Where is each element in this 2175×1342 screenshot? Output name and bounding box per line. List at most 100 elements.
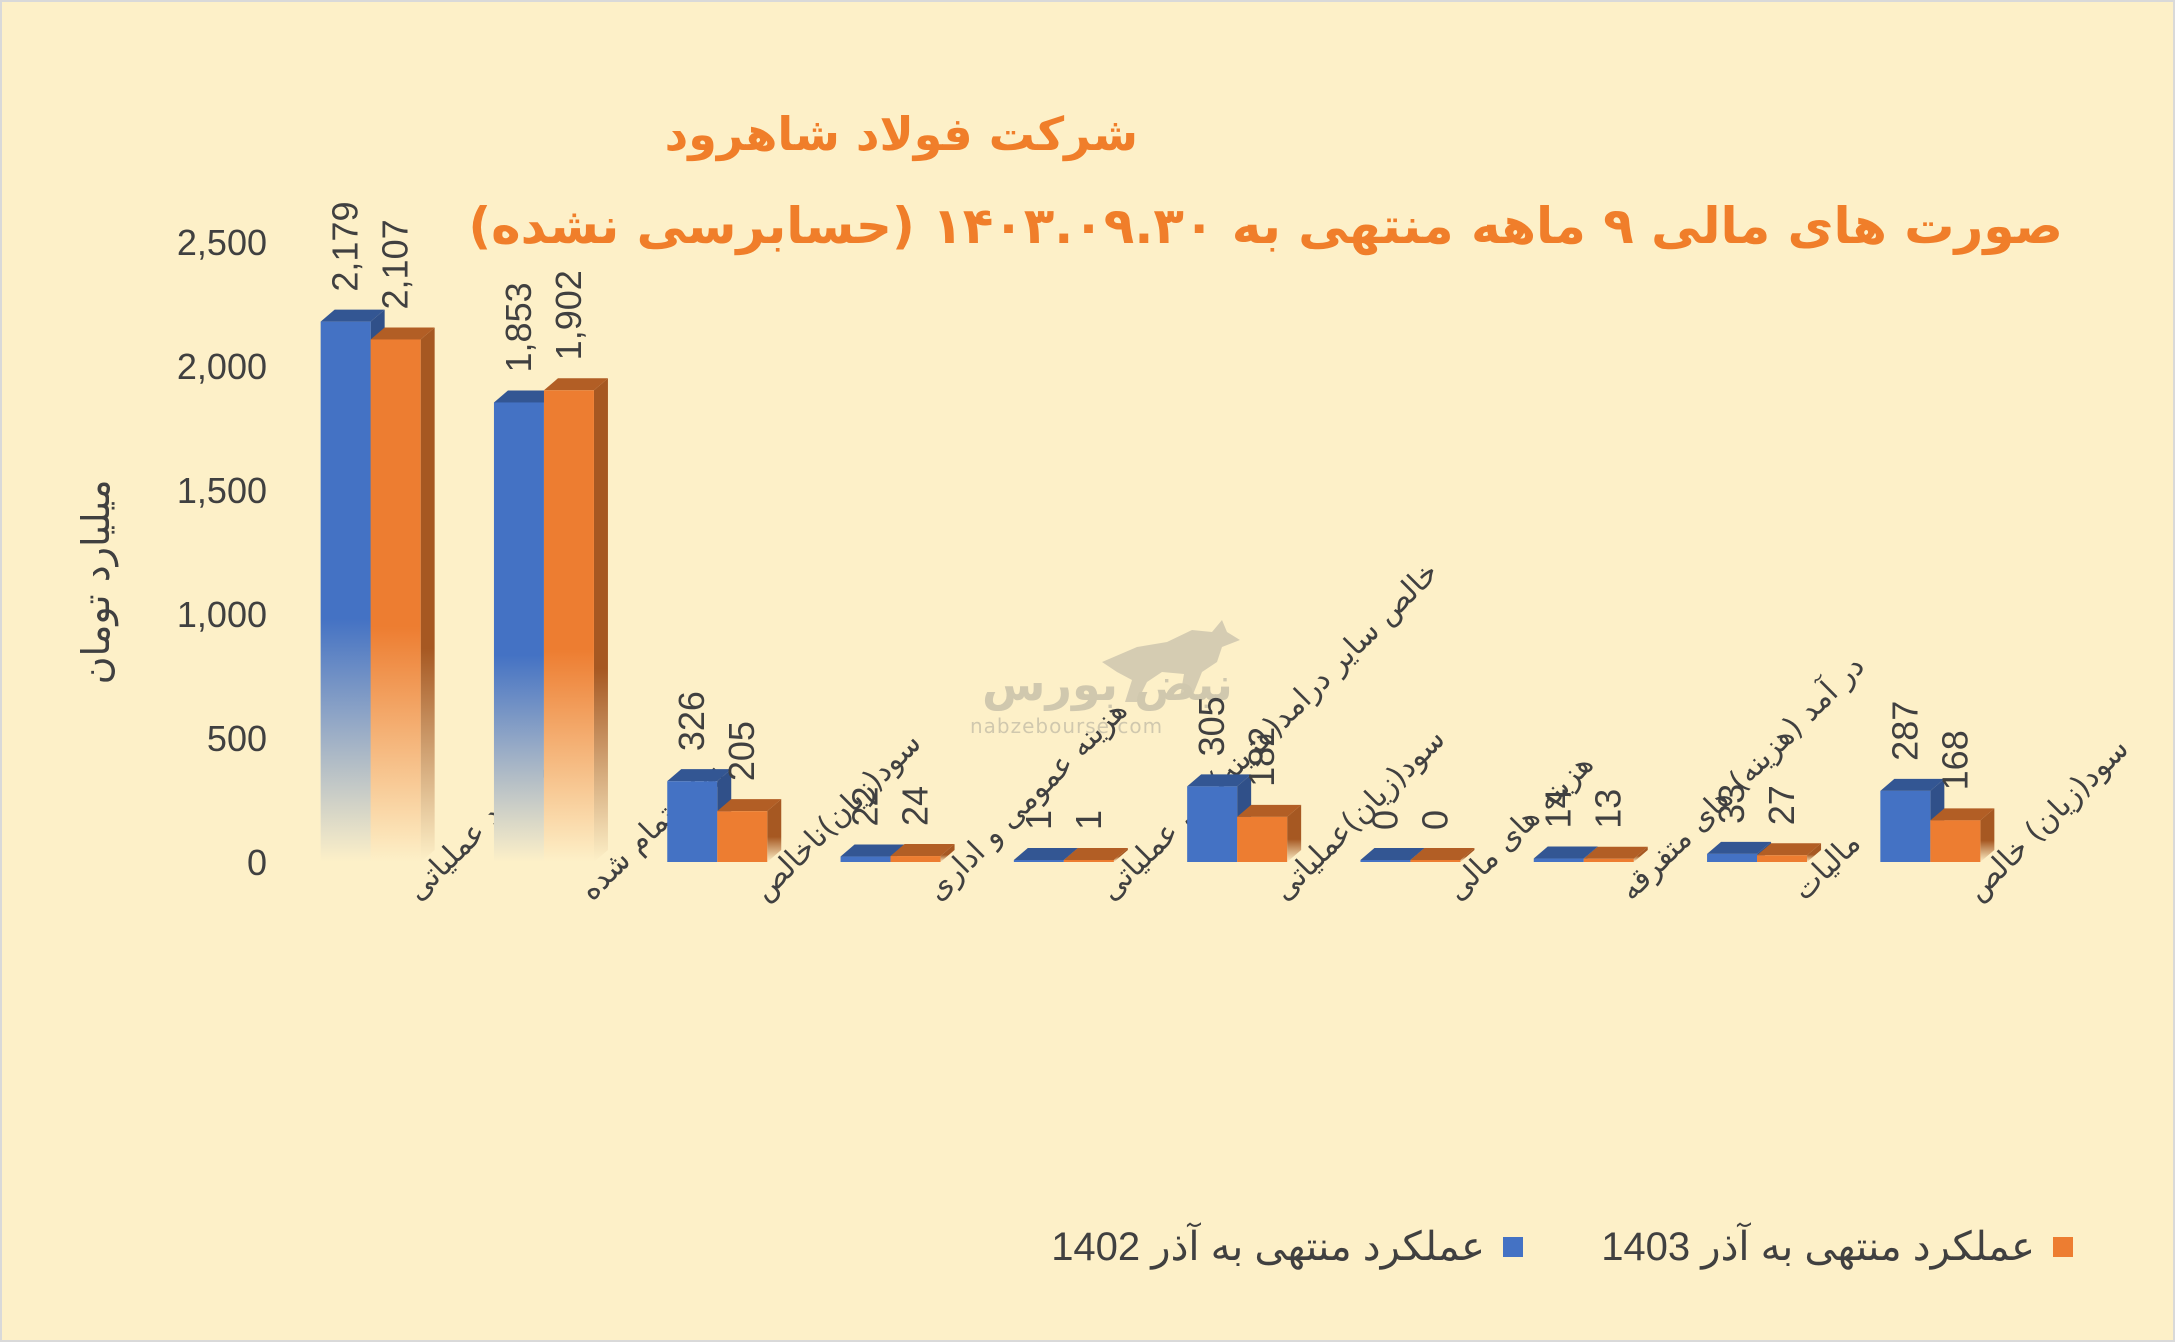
y-tick-label: 2,000 — [177, 346, 267, 387]
bar-front — [1583, 858, 1634, 862]
bar-top — [1013, 848, 1078, 860]
bar-1-8 — [1757, 843, 1822, 862]
bar-side — [1633, 846, 1648, 862]
y-tick-label: 500 — [207, 718, 267, 759]
bar-side — [1807, 843, 1822, 862]
data-label: 168 — [1934, 730, 1975, 790]
data-label: 14 — [1538, 788, 1579, 828]
bar-top — [320, 309, 385, 322]
bar-top — [1707, 841, 1772, 854]
legend-swatch-1402 — [1503, 1237, 1523, 1257]
bar-top — [1187, 774, 1252, 787]
data-label: 1 — [1018, 810, 1059, 830]
legend-item-1402: عملکرد منتهی به آذر 1402 — [1051, 1224, 1523, 1270]
data-label: 326 — [671, 691, 712, 751]
bar-front — [493, 402, 544, 862]
bar-1-2 — [717, 799, 782, 862]
watermark-brand: نبض بورس — [982, 657, 1233, 711]
bar-top — [890, 844, 955, 857]
bar-1-9 — [1930, 808, 1995, 862]
bar-front — [1930, 820, 1981, 862]
data-label: 0 — [1414, 810, 1455, 830]
bar-side — [1113, 848, 1128, 862]
data-label: 1,853 — [498, 282, 539, 372]
chart-subtitle: صورت های مالی ۹ ماهه منتهی به ۱۴۰۳.۰۹.۳۰… — [468, 197, 2063, 255]
data-label: 2,179 — [325, 202, 366, 292]
bar-top — [1930, 808, 1995, 821]
bar-front — [320, 321, 371, 862]
data-label: 27 — [1761, 785, 1802, 825]
bar-front — [1757, 855, 1808, 862]
bar-front — [890, 856, 941, 862]
data-label: 2,107 — [375, 219, 416, 309]
bar-front — [370, 339, 421, 862]
bar-front — [840, 856, 891, 862]
bar-front — [667, 781, 718, 862]
data-label: 287 — [1884, 701, 1925, 761]
bar-1-4 — [1063, 848, 1128, 862]
data-label: 33 — [1711, 784, 1752, 824]
legend-swatch-1403 — [2053, 1237, 2073, 1257]
data-label: 205 — [721, 721, 762, 781]
bar-front — [1360, 860, 1411, 862]
legend-label-1403: عملکرد منتهی به آذر 1403 — [1601, 1225, 2035, 1269]
bar-1-0 — [370, 327, 435, 862]
bar-front — [1410, 860, 1461, 862]
y-tick-label: 2,500 — [177, 222, 267, 263]
bar-front — [1880, 790, 1931, 862]
bar-1-6 — [1410, 848, 1475, 862]
bar-1-5 — [1237, 804, 1302, 862]
data-label: 182 — [1241, 727, 1282, 787]
data-label: 22 — [845, 786, 886, 826]
bar-front — [1013, 860, 1064, 862]
bar-top — [667, 769, 732, 782]
bar-front — [1707, 853, 1758, 862]
bar-front — [1533, 858, 1584, 862]
data-label: 13 — [1588, 789, 1629, 829]
bar-top — [1533, 846, 1598, 859]
y-tick-label: 1,500 — [177, 470, 267, 511]
bull-icon — [1102, 620, 1240, 702]
bar-top — [1410, 848, 1475, 860]
watermark-url: nabzebourse.com — [970, 714, 1164, 738]
bar-1-3 — [890, 844, 955, 862]
bar-top — [543, 378, 608, 391]
bar-front — [717, 811, 768, 862]
bar-top — [1880, 778, 1945, 791]
bar-top — [717, 799, 782, 812]
data-label: 1 — [1068, 810, 1109, 830]
bar-top — [493, 390, 558, 403]
bar-1-7 — [1583, 846, 1648, 862]
bar-1-1 — [543, 378, 608, 862]
bar-front — [543, 390, 594, 862]
bar-front — [1187, 786, 1238, 862]
bar-top — [1757, 843, 1822, 856]
bar-top — [1237, 804, 1302, 817]
bar-side — [940, 844, 955, 862]
bar-side — [1287, 804, 1302, 862]
legend-label-1402: عملکرد منتهی به آذر 1402 — [1051, 1225, 1485, 1269]
data-label: 305 — [1191, 696, 1232, 756]
bar-top — [1360, 848, 1425, 860]
bar-top — [840, 844, 905, 857]
category-label: مالیات — [1786, 826, 1868, 908]
data-label: 1,902 — [548, 270, 589, 360]
chart-title: شرکت فولاد شاهرود — [664, 107, 1138, 161]
data-label: 0 — [1364, 810, 1405, 830]
bar-side — [420, 327, 435, 862]
bar-side — [767, 799, 782, 862]
bar-side — [1460, 848, 1475, 862]
bar-front — [1063, 860, 1114, 862]
bar-side — [1980, 808, 1995, 862]
y-tick-label: 1,000 — [177, 594, 267, 635]
bar-top — [370, 327, 435, 340]
bar-top — [1583, 846, 1648, 859]
bar-side — [593, 378, 608, 862]
y-tick-label: 0 — [247, 842, 267, 883]
bar-top — [1063, 848, 1128, 860]
data-label: 24 — [895, 786, 936, 826]
legend-item-1403: عملکرد منتهی به آذر 1403 — [1601, 1224, 2073, 1270]
bar-front — [1237, 816, 1288, 862]
